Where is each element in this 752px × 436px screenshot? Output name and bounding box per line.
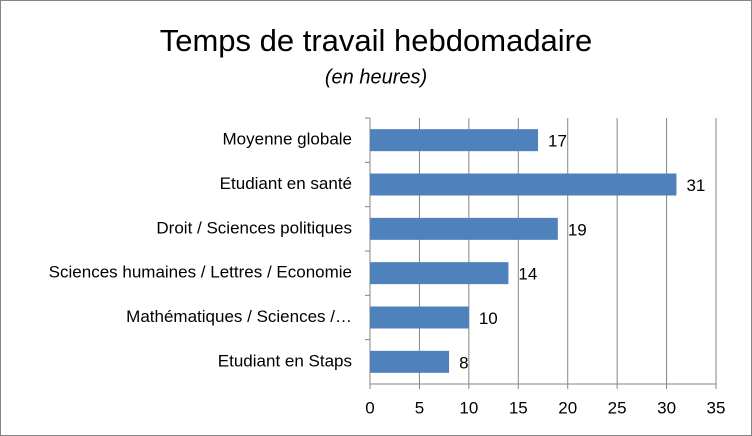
data-label: 14 xyxy=(518,265,537,284)
x-tick-label: 5 xyxy=(415,398,424,417)
bar xyxy=(370,306,469,329)
x-tick-label: 15 xyxy=(509,398,528,417)
bar xyxy=(370,217,558,240)
data-label: 19 xyxy=(568,220,587,239)
data-label: 31 xyxy=(686,176,705,195)
y-tick-label: Moyenne globale xyxy=(223,130,352,149)
data-label: 8 xyxy=(459,353,468,372)
x-tick-label: 10 xyxy=(459,398,478,417)
y-tick-label: Mathématiques / Sciences /… xyxy=(126,307,352,326)
bar xyxy=(370,129,539,152)
x-tick-label: 20 xyxy=(558,398,577,417)
x-tick-label: 35 xyxy=(707,398,726,417)
x-tick-label: 25 xyxy=(608,398,627,417)
x-tick-label: 0 xyxy=(365,398,374,417)
data-label: 10 xyxy=(479,309,498,328)
chart-title: Temps de travail hebdomadaire xyxy=(160,23,593,58)
chart-subtitle: (en heures) xyxy=(325,66,427,88)
y-tick-label: Etudiant en Staps xyxy=(218,351,352,370)
y-tick-label: Sciences humaines / Lettres / Economie xyxy=(49,263,352,282)
x-tick-label: 30 xyxy=(657,398,676,417)
y-tick-label: Droit / Sciences politiques xyxy=(156,218,352,237)
bar xyxy=(370,173,677,196)
bar xyxy=(370,262,509,285)
data-label: 17 xyxy=(548,132,567,151)
y-tick-label: Etudiant en santé xyxy=(220,174,352,193)
bar xyxy=(370,350,450,373)
